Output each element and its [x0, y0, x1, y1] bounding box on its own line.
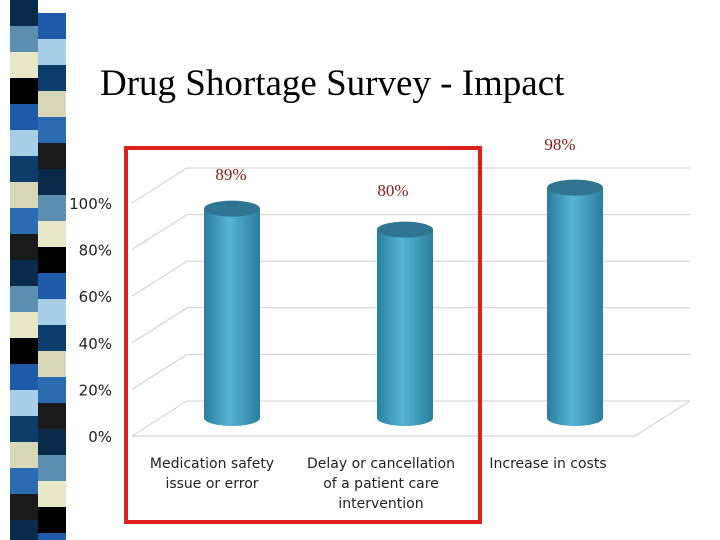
y-axis: 0% 20% 40% 60% 80% 100%	[69, 195, 112, 446]
gridline	[131, 400, 690, 437]
category-label: Increase in costs	[489, 456, 606, 472]
category-label: Medication safety	[150, 456, 274, 472]
category-label: issue or error	[165, 476, 258, 492]
data-label: 89%	[215, 165, 246, 184]
y-tick-label: 60%	[79, 288, 112, 306]
bar	[547, 179, 603, 426]
y-tick-label: 100%	[69, 195, 112, 213]
y-tick-label: 80%	[79, 242, 112, 260]
y-tick-label: 40%	[79, 335, 112, 353]
value-labels: 89% 80% 98%	[215, 135, 575, 200]
category-label: intervention	[338, 496, 423, 512]
category-label: of a patient care	[323, 476, 439, 492]
bars	[204, 179, 603, 426]
gridline	[131, 353, 690, 390]
data-label: 98%	[544, 135, 575, 154]
y-tick-label: 0%	[88, 428, 112, 446]
decorative-left-stripe	[10, 0, 66, 540]
gridline	[131, 167, 690, 204]
highlight-box	[124, 146, 482, 524]
category-label: Delay or cancellation	[307, 456, 455, 472]
y-tick-label: 20%	[79, 381, 112, 399]
slide-title: Drug Shortage Survey - Impact	[100, 63, 565, 104]
bar	[377, 221, 433, 426]
x-axis: Medication safety issue or error Delay or …	[150, 456, 607, 512]
gridline	[131, 307, 690, 344]
gridline	[131, 214, 690, 251]
bar	[204, 200, 260, 426]
gridline	[131, 260, 690, 297]
grid	[131, 167, 691, 437]
floor-line	[132, 400, 691, 437]
data-label: 80%	[377, 181, 408, 200]
